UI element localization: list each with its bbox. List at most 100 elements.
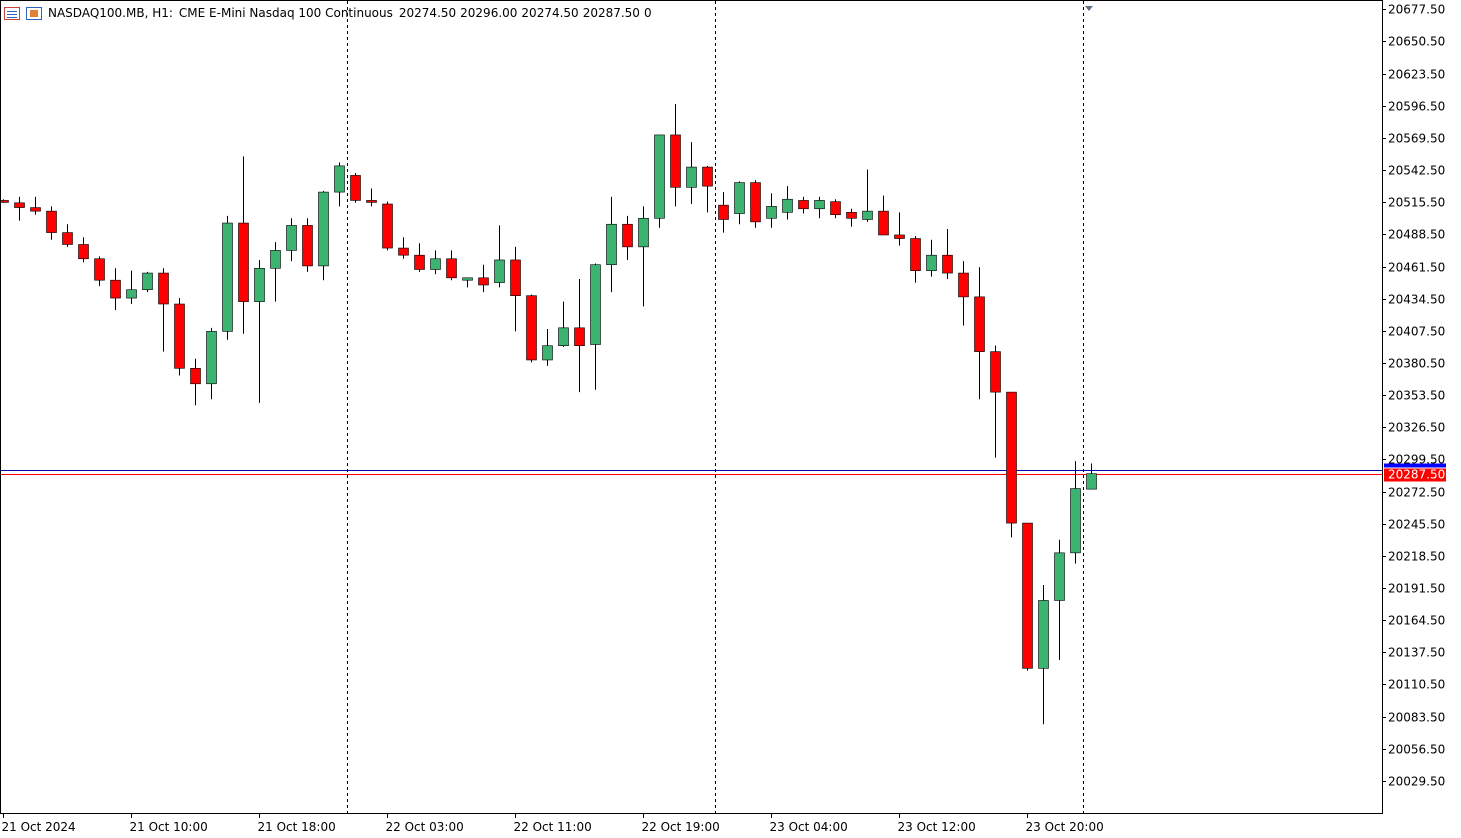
candle	[526, 294, 537, 363]
candle	[94, 256, 105, 287]
plot-frame	[0, 0, 1383, 814]
candle-body-bear	[0, 200, 9, 203]
candle-body-bull	[334, 165, 345, 193]
y-tick-label: 20623.50	[1388, 68, 1445, 82]
candle-body-bear	[414, 254, 425, 270]
candle	[670, 103, 681, 207]
y-tick-label: 20326.50	[1388, 421, 1445, 435]
candle	[830, 199, 841, 219]
close-value: 20287.50	[582, 6, 640, 20]
y-tick-label: 20272.50	[1388, 486, 1445, 500]
x-tick-label: 23 Oct 20:00	[1026, 820, 1104, 834]
candle-body-bull	[318, 191, 329, 267]
candle	[814, 196, 825, 219]
candle-body-bull	[494, 259, 505, 283]
candle-body-bull	[654, 134, 665, 219]
candle-body-bear	[846, 212, 857, 219]
properties-icon[interactable]	[26, 6, 42, 20]
candle-body-bull	[638, 217, 649, 248]
candle	[1006, 391, 1017, 538]
candle	[366, 188, 377, 207]
open-value: 20274.50	[398, 6, 457, 20]
candle-body-bear	[622, 223, 633, 248]
y-tick-label: 20137.50	[1388, 646, 1445, 660]
candle	[174, 298, 185, 376]
y-tick-label: 20380.50	[1388, 357, 1445, 371]
candle-body-bear	[110, 279, 121, 299]
candle	[334, 162, 345, 207]
candle	[798, 196, 809, 214]
y-tick-label: 20596.50	[1388, 100, 1445, 114]
candle	[398, 237, 409, 259]
candle-body-bull	[462, 277, 473, 281]
x-tick-label: 21 Oct 10:00	[130, 820, 208, 834]
candle-body-bull	[430, 258, 441, 270]
candle-body-bear	[446, 258, 457, 279]
candle	[862, 169, 873, 222]
candle-body-bear	[30, 207, 41, 212]
current-price-label: 20287.50	[1388, 468, 1445, 482]
candle-body-bear	[894, 234, 905, 239]
candle	[622, 215, 633, 260]
candle-body-bull	[254, 267, 265, 302]
candle	[638, 206, 649, 307]
candle	[302, 218, 313, 272]
candle	[894, 212, 905, 246]
candle-body-bull	[1070, 488, 1081, 554]
candle-body-bear	[670, 134, 681, 188]
candle	[510, 246, 521, 332]
candle-body-bull	[1086, 473, 1097, 490]
y-tick-label: 20407.50	[1388, 325, 1445, 339]
candle	[158, 268, 169, 352]
y-tick-label: 20191.50	[1388, 582, 1445, 596]
x-tick-label: 22 Oct 11:00	[514, 820, 592, 834]
candle	[558, 301, 569, 347]
candle-body-bull	[734, 182, 745, 214]
candle	[1070, 461, 1081, 564]
y-tick-label: 20461.50	[1388, 261, 1445, 275]
candle-body-bull	[222, 222, 233, 332]
y-tick-label: 20650.50	[1388, 35, 1445, 49]
candle-body-bear	[478, 277, 489, 286]
candle	[1086, 463, 1097, 490]
candle	[126, 270, 137, 305]
list-icon[interactable]	[4, 6, 20, 20]
candle-body-bull	[590, 264, 601, 345]
y-tick-label: 20542.50	[1388, 164, 1445, 178]
y-tick-label: 20488.50	[1388, 228, 1445, 242]
candle-body-bull	[862, 210, 873, 220]
candle	[382, 201, 393, 251]
high-value: 20296.00	[460, 6, 518, 20]
candle-body-bear	[366, 200, 377, 203]
candle-body-bear	[350, 175, 361, 201]
symbol-description: CME E-Mini Nasdaq 100 Continuous	[178, 6, 393, 20]
candle	[206, 327, 217, 400]
current-price-labels: 20287.50	[1384, 463, 1446, 482]
x-tick-label: 21 Oct 18:00	[258, 820, 336, 834]
y-tick-label: 20299.50	[1388, 453, 1445, 467]
y-tick-label: 20110.50	[1388, 678, 1445, 692]
x-tick-label: 23 Oct 12:00	[898, 820, 976, 834]
candle	[574, 279, 585, 393]
candle	[718, 192, 729, 233]
candle	[478, 264, 489, 293]
y-tick-label: 20083.50	[1388, 711, 1445, 725]
chart-shift-marker[interactable]	[1085, 6, 1093, 11]
candle	[350, 173, 361, 203]
candle	[1054, 539, 1065, 661]
price-axis[interactable]: 20677.50 20650.50 20623.50 20596.50 20569.50…	[1382, 3, 1445, 789]
candle	[414, 243, 425, 272]
candle	[286, 218, 297, 262]
candle-body-bear	[238, 222, 249, 302]
y-tick-label: 20515.50	[1388, 196, 1445, 210]
candle-body-bear	[718, 204, 729, 220]
time-axis[interactable]: 21 Oct 2024 21 Oct 10:00 21 Oct 18:00 22 Oc…	[2, 813, 1104, 834]
candle-body-bear	[302, 225, 313, 267]
candle	[654, 134, 665, 228]
candle	[974, 267, 985, 400]
candle-body-bear	[158, 272, 169, 305]
y-tick-label: 20164.50	[1388, 614, 1445, 628]
candle	[1022, 522, 1033, 671]
candle-body-bull	[766, 206, 777, 219]
